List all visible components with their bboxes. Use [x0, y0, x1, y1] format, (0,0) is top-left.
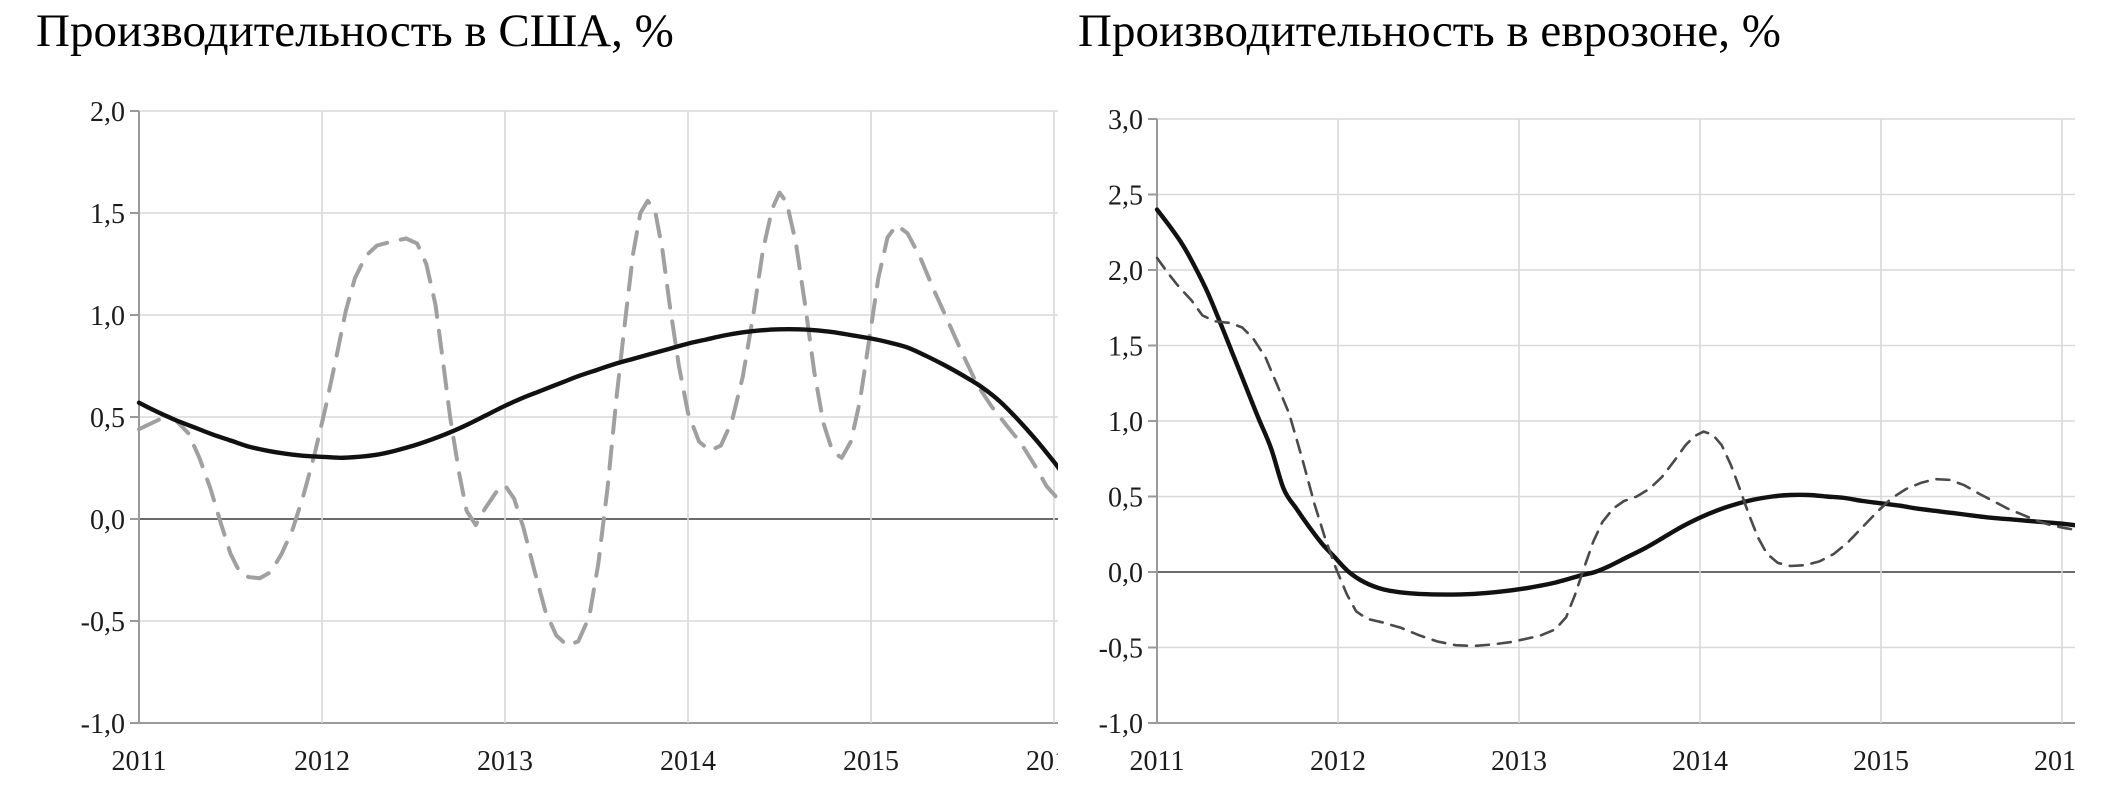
chart-title-usa: Производительность в США, % — [36, 5, 674, 57]
y-tick-label: 2,5 — [1108, 181, 1143, 212]
y-tick-label: 0,5 — [90, 403, 125, 434]
x-tick-label: 2016 — [1026, 746, 1058, 777]
x-tick-label: 2012 — [1310, 746, 1366, 777]
series-euro-trend-solid — [1154, 207, 2075, 597]
y-tick-label: -1,0 — [81, 709, 125, 740]
series-euro-actual-dashed — [1155, 256, 2075, 648]
y-tick-label: 0,0 — [90, 505, 125, 536]
y-tick-label: 1,5 — [90, 199, 125, 230]
y-tick-label: 3,0 — [1108, 105, 1143, 136]
y-tick-label: -0,5 — [1099, 634, 1143, 665]
y-tick-label: -0,5 — [81, 607, 125, 638]
y-tick-label: 1,5 — [1108, 332, 1143, 363]
series-usa-trend-solid — [136, 326, 1058, 471]
x-tick-label: 2015 — [1853, 746, 1909, 777]
y-tick-label: 0,0 — [1108, 558, 1143, 589]
chart-usa-plot: 2,0 1,5 1,0 0,5 0,0 -0,5 -1,0 2011 2012 2013 2014 2… — [81, 97, 1058, 777]
x-tick-label: 2012 — [294, 746, 350, 777]
x-tick-label: 2013 — [1491, 746, 1547, 777]
x-tick-label: 2013 — [477, 746, 533, 777]
x-tick-label: 2015 — [843, 746, 899, 777]
y-tick-label: 1,0 — [90, 301, 125, 332]
x-tick-label: 2011 — [1130, 746, 1185, 777]
x-tick-label: 2011 — [112, 746, 167, 777]
y-tick-label: 2,0 — [90, 97, 125, 128]
chart-title-eurozone: Производительность в еврозоне, % — [1078, 5, 1781, 57]
x-tick-label: 2014 — [1672, 746, 1728, 777]
y-tick-label: 2,0 — [1108, 256, 1143, 287]
y-tick-label: -1,0 — [1099, 709, 1143, 740]
x-tick-label: 2014 — [660, 746, 716, 777]
x-tick-label: 2016 — [2034, 746, 2075, 777]
y-tick-label: 0,5 — [1108, 483, 1143, 514]
series-usa-actual-dashed — [137, 190, 1058, 648]
chart-eurozone-plot: 3,0 2,5 2,0 1,5 1,0 0,5 0,0 -0,5 -1,0 2011 2012 201… — [1099, 105, 2075, 777]
y-tick-label: 1,0 — [1108, 407, 1143, 438]
